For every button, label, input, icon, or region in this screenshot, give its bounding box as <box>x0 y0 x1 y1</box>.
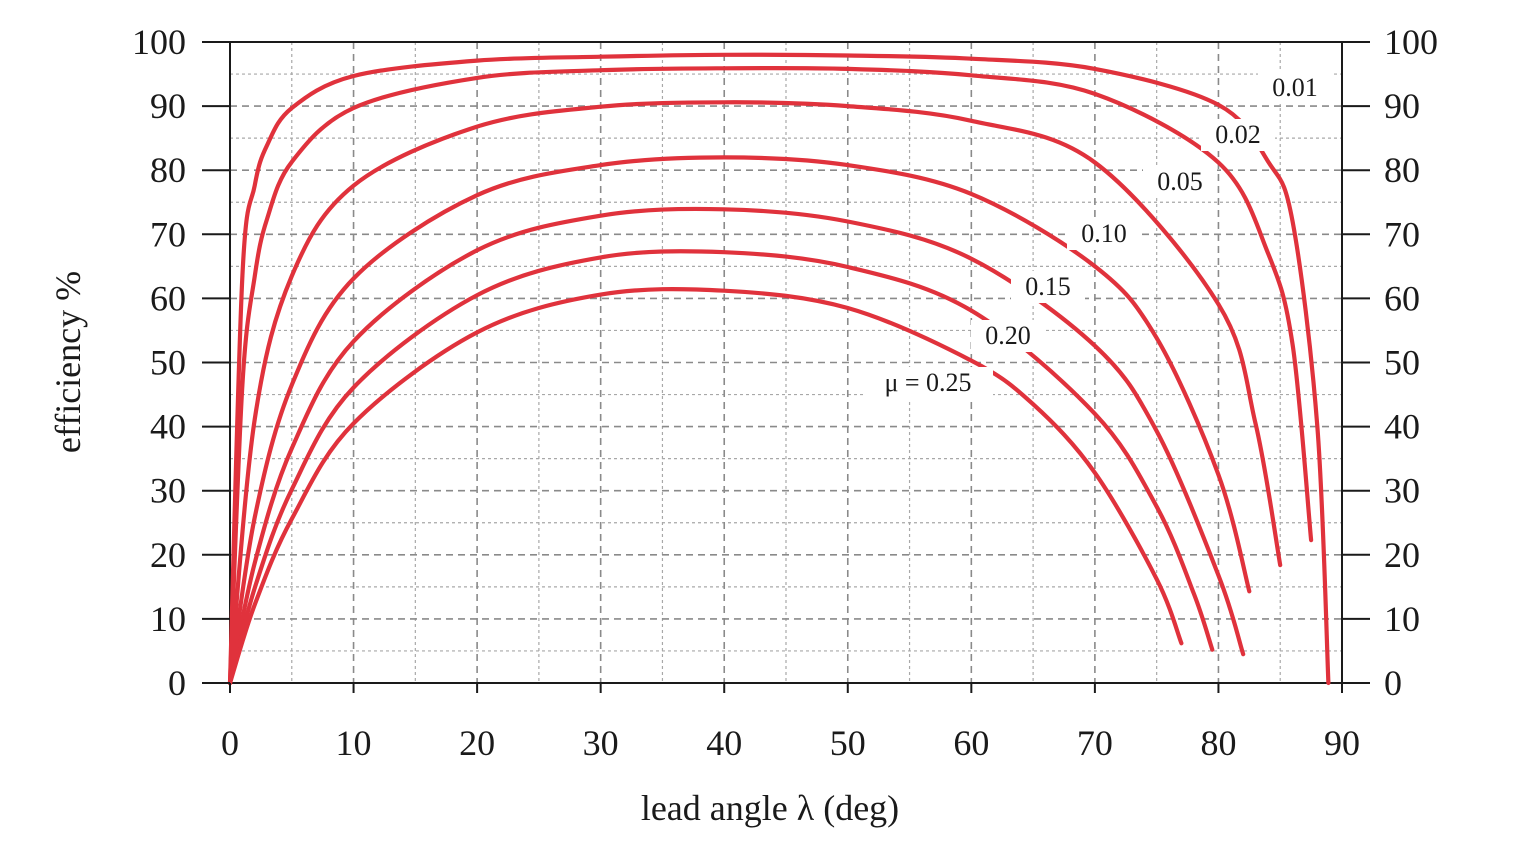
efficiency-curve <box>227 249 1215 686</box>
curve-label: μ = 0.25 <box>884 368 971 397</box>
right-y-tick-label: 0 <box>1384 663 1402 703</box>
curve-label-background <box>1011 271 1085 303</box>
curve-label: 0.20 <box>985 321 1031 350</box>
y-axis-title: efficiency % <box>48 271 88 453</box>
efficiency-curve <box>227 287 1184 686</box>
x-tick-label: 20 <box>459 723 495 763</box>
efficiency-curve <box>227 206 1246 686</box>
right-y-tick-label: 30 <box>1384 471 1420 511</box>
curve-label-background <box>863 367 993 399</box>
curve-labels: 0.01 0.02 0.05 0.10 0.15 0.20 μ = 0.25 <box>863 72 1332 399</box>
y-tick-label: 80 <box>150 150 186 190</box>
efficiency-curves <box>227 52 1331 686</box>
right-y-tick-label: 90 <box>1384 86 1420 126</box>
right-y-tick-label: 80 <box>1384 150 1420 190</box>
right-y-tick-label: 10 <box>1384 599 1420 639</box>
curve-label-background <box>1143 166 1217 198</box>
right-y-tick-label: 70 <box>1384 214 1420 254</box>
x-tick-label: 90 <box>1324 723 1360 763</box>
y-tick-label: 100 <box>132 22 186 62</box>
x-tick-label: 50 <box>830 723 866 763</box>
curve-label: 0.02 <box>1215 120 1261 149</box>
efficiency-curve <box>227 65 1314 686</box>
x-tick-label: 10 <box>336 723 372 763</box>
x-tick-label: 60 <box>953 723 989 763</box>
right-y-tick-label: 100 <box>1384 22 1438 62</box>
curve-label: 0.01 <box>1272 73 1318 102</box>
y-tick-label: 0 <box>168 663 186 703</box>
x-axis-title: lead angle λ (deg) <box>641 788 899 828</box>
y-tick-label: 40 <box>150 407 186 447</box>
curve-label-background <box>1201 119 1275 151</box>
right-y-tick-label: 60 <box>1384 278 1420 318</box>
y-tick-label: 30 <box>150 471 186 511</box>
curve-label-background <box>1067 218 1141 250</box>
y-tick-label: 10 <box>150 599 186 639</box>
right-y-tick-label: 50 <box>1384 343 1420 383</box>
curve-label-background <box>971 320 1045 352</box>
x-tick-label: 80 <box>1200 723 1236 763</box>
curve-label: 0.05 <box>1157 167 1203 196</box>
y-tick-label: 90 <box>150 86 186 126</box>
curve-label: 0.15 <box>1025 272 1071 301</box>
x-tick-label: 30 <box>583 723 619 763</box>
x-tick-label: 0 <box>221 723 239 763</box>
x-tick-label: 70 <box>1077 723 1113 763</box>
right-y-tick-label: 20 <box>1384 535 1420 575</box>
y-tick-label: 50 <box>150 343 186 383</box>
y-tick-label: 60 <box>150 278 186 318</box>
efficiency-curve <box>227 52 1331 686</box>
x-tick-label: 40 <box>706 723 742 763</box>
efficiency-curve <box>227 155 1252 686</box>
curve-label-background <box>1258 72 1332 104</box>
curve-label: 0.10 <box>1081 219 1127 248</box>
axes <box>202 41 1370 691</box>
tick-labels: 0102030405060708090100010203040506070809… <box>132 22 1438 763</box>
right-y-tick-label: 40 <box>1384 407 1420 447</box>
y-tick-label: 70 <box>150 214 186 254</box>
efficiency-curve <box>227 100 1283 686</box>
y-tick-label: 20 <box>150 535 186 575</box>
